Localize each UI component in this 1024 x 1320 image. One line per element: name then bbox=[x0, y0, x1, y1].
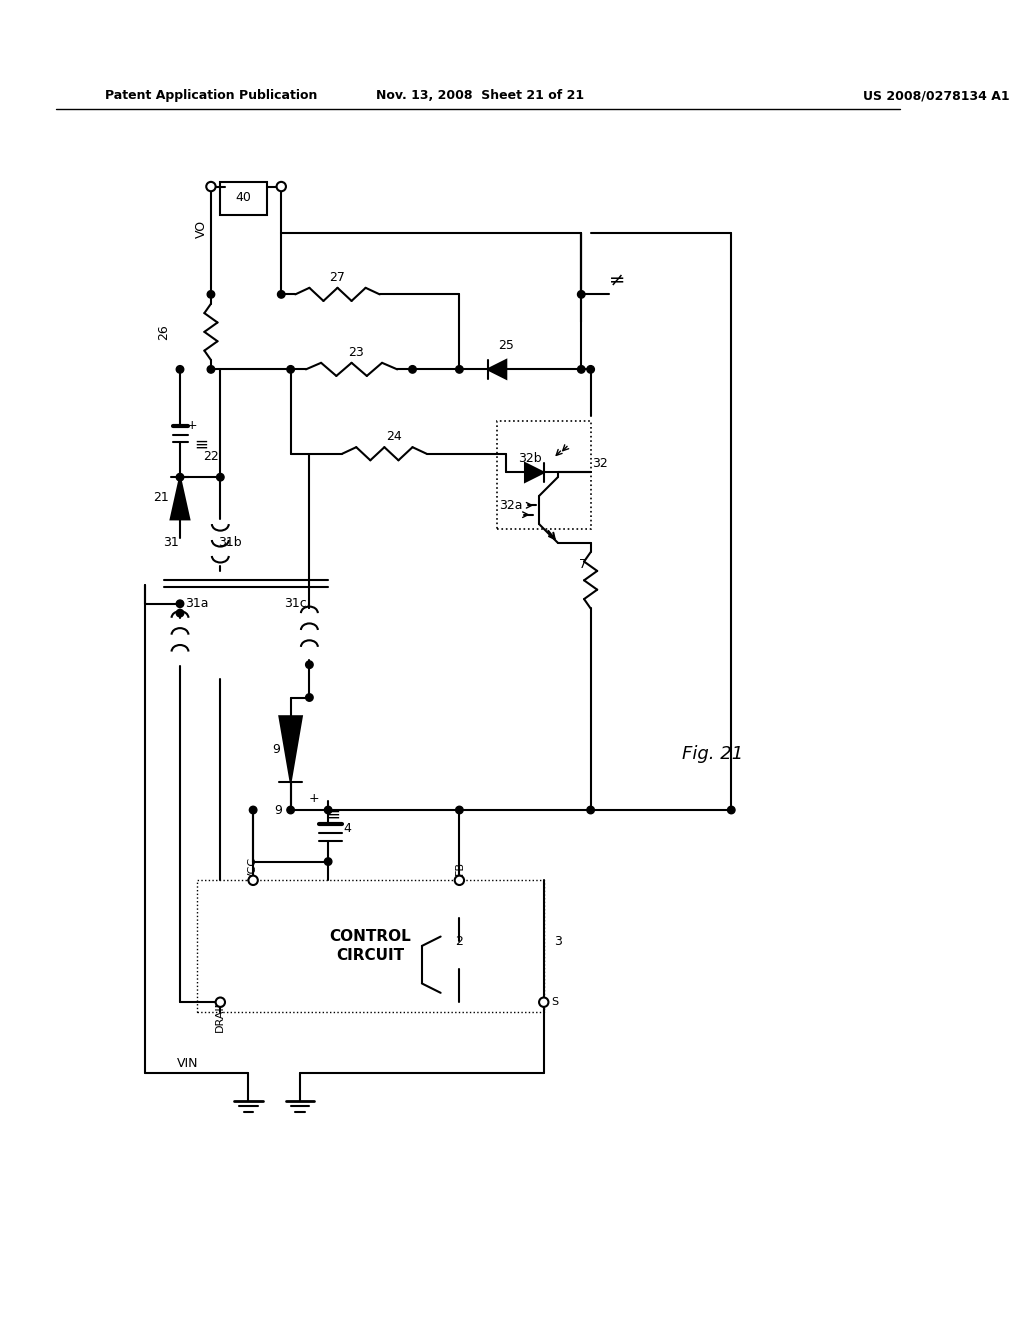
Text: 22: 22 bbox=[203, 450, 219, 463]
Circle shape bbox=[206, 182, 216, 191]
Text: 32b: 32b bbox=[518, 451, 542, 465]
Bar bbox=[197, 880, 544, 1011]
Text: 21: 21 bbox=[154, 491, 169, 504]
Text: 24: 24 bbox=[386, 430, 401, 444]
Circle shape bbox=[456, 807, 463, 813]
Circle shape bbox=[325, 858, 332, 866]
Polygon shape bbox=[171, 478, 189, 519]
Circle shape bbox=[587, 366, 594, 374]
Text: VO: VO bbox=[195, 219, 208, 238]
Text: +: + bbox=[186, 420, 198, 432]
Text: CIRCUIT: CIRCUIT bbox=[336, 948, 404, 962]
Text: 3: 3 bbox=[554, 935, 562, 948]
Text: 2: 2 bbox=[456, 935, 463, 948]
Text: 32a: 32a bbox=[499, 499, 522, 512]
Text: VIN: VIN bbox=[177, 1056, 199, 1069]
Polygon shape bbox=[487, 360, 506, 379]
Text: US 2008/0278134 A1: US 2008/0278134 A1 bbox=[862, 90, 1009, 102]
Text: 9: 9 bbox=[272, 743, 281, 755]
Text: DRAIN: DRAIN bbox=[215, 997, 225, 1032]
Circle shape bbox=[455, 875, 464, 884]
Circle shape bbox=[216, 998, 225, 1007]
Circle shape bbox=[287, 807, 294, 813]
Circle shape bbox=[176, 601, 183, 607]
Circle shape bbox=[176, 474, 183, 480]
Text: 23: 23 bbox=[348, 346, 365, 359]
Text: Patent Application Publication: Patent Application Publication bbox=[105, 90, 317, 102]
Text: Fig. 21: Fig. 21 bbox=[682, 744, 743, 763]
Text: 25: 25 bbox=[499, 339, 514, 352]
Text: 7: 7 bbox=[580, 558, 587, 570]
Polygon shape bbox=[280, 717, 302, 781]
Bar bbox=[220, 182, 267, 215]
Circle shape bbox=[278, 290, 285, 298]
Circle shape bbox=[305, 694, 313, 701]
Circle shape bbox=[249, 875, 258, 884]
Text: 26: 26 bbox=[158, 323, 171, 339]
Circle shape bbox=[216, 474, 224, 480]
Text: ≡: ≡ bbox=[326, 805, 340, 824]
Text: 4: 4 bbox=[343, 822, 351, 836]
Circle shape bbox=[176, 610, 183, 616]
Circle shape bbox=[587, 807, 594, 813]
Text: Nov. 13, 2008  Sheet 21 of 21: Nov. 13, 2008 Sheet 21 of 21 bbox=[376, 90, 584, 102]
Circle shape bbox=[207, 290, 215, 298]
Circle shape bbox=[539, 998, 549, 1007]
Text: ≡: ≡ bbox=[195, 436, 209, 453]
Circle shape bbox=[578, 366, 585, 374]
Circle shape bbox=[325, 807, 332, 813]
Text: 27: 27 bbox=[330, 271, 345, 284]
Text: FB: FB bbox=[455, 861, 464, 875]
Text: 40: 40 bbox=[236, 191, 252, 205]
Text: +: + bbox=[309, 792, 319, 805]
Text: S: S bbox=[552, 997, 558, 1007]
Circle shape bbox=[305, 661, 313, 668]
Text: VCC: VCC bbox=[248, 857, 258, 879]
Bar bbox=[497, 421, 591, 529]
Text: 31b: 31b bbox=[218, 536, 242, 549]
Text: 31a: 31a bbox=[185, 597, 209, 610]
Circle shape bbox=[727, 807, 735, 813]
Circle shape bbox=[176, 366, 183, 374]
Polygon shape bbox=[525, 463, 544, 482]
Text: CONTROL: CONTROL bbox=[330, 929, 412, 944]
Circle shape bbox=[409, 366, 417, 374]
Text: 9: 9 bbox=[274, 804, 283, 817]
Circle shape bbox=[250, 807, 257, 813]
Circle shape bbox=[287, 366, 294, 374]
Text: 31c: 31c bbox=[284, 597, 307, 610]
Circle shape bbox=[456, 366, 463, 374]
Circle shape bbox=[207, 366, 215, 374]
Text: ≠: ≠ bbox=[608, 271, 625, 290]
Text: 31: 31 bbox=[163, 536, 178, 549]
Circle shape bbox=[276, 182, 286, 191]
Circle shape bbox=[578, 290, 585, 298]
Text: 32: 32 bbox=[592, 457, 608, 470]
